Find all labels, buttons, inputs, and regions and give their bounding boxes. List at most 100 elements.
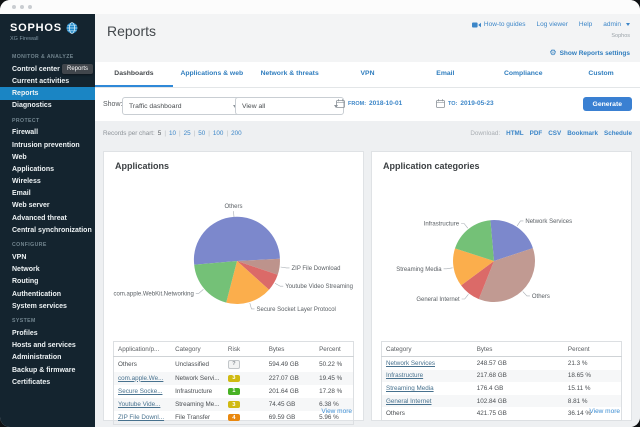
video-camera-icon	[471, 22, 481, 27]
application-link[interactable]: Youtube Vide...	[118, 400, 161, 408]
download-html-link[interactable]: HTML	[506, 130, 524, 137]
application-link[interactable]: com.apple.We...	[118, 374, 164, 382]
view-select[interactable]: View all	[235, 97, 344, 115]
applications-panel: Applications Others ZIP File Download Yout…	[103, 151, 364, 425]
sidebar-item-email[interactable]: Email	[12, 190, 31, 198]
sidebar-item-system-services[interactable]: System services	[12, 302, 67, 310]
calendar-icon	[336, 99, 345, 108]
sidebar-item-web-server[interactable]: Web server	[12, 202, 50, 210]
sidebar-item-reports[interactable]: Reports	[0, 87, 95, 100]
nav-section-configure: CONFIGURE	[12, 242, 47, 249]
sidebar-item-wireless[interactable]: Wireless	[12, 178, 41, 186]
categories-table: Category Bytes Percent Network Services …	[381, 341, 622, 421]
risk-badge: 1	[227, 387, 240, 395]
sidebar-item-authentication[interactable]: Authentication	[12, 290, 61, 298]
category-link[interactable]: Network Services	[386, 359, 435, 367]
table-header-row: Application/p... Category Risk Bytes Per…	[113, 341, 354, 357]
pie-slice-zip-file-download[interactable]	[237, 258, 280, 275]
sidebar-item-certificates[interactable]: Certificates	[12, 378, 51, 386]
sidebar-item-backup-firmware[interactable]: Backup & firmware	[12, 366, 76, 374]
sidebar-item-routing[interactable]: Routing	[12, 278, 39, 286]
show-reports-settings-link[interactable]: ⚙ Show Reports settings	[549, 48, 630, 57]
records-option-5[interactable]: 5	[157, 130, 162, 137]
applications-pie-chart[interactable]: Others ZIP File Download Youtube Video Str…	[104, 171, 363, 339]
to-date-picker[interactable]: TO: 2019-05-23	[436, 99, 494, 108]
table-header-row: Category Bytes Percent	[381, 341, 622, 357]
from-date-picker[interactable]: FROM: 2018-10-01	[336, 99, 402, 108]
nav-section-system: SYSTEM	[12, 318, 36, 325]
pie-slice-others[interactable]	[478, 248, 535, 303]
application-link[interactable]: ZIP File Downl...	[118, 413, 165, 421]
sidebar-item-diagnostics[interactable]: Diagnostics	[12, 102, 52, 110]
window-controls[interactable]	[12, 5, 32, 9]
tab-custom[interactable]: Custom	[588, 70, 614, 77]
pie-label-youtube-video-streaming: Youtube Video Streaming	[285, 284, 353, 290]
pie-slice-network-services[interactable]	[490, 220, 533, 261]
filter-bar: Show: Traffic dashboard View all FROM: 2…	[95, 88, 640, 122]
pie-slice-general-internet[interactable]	[461, 261, 494, 300]
window-control-dot[interactable]	[20, 5, 24, 9]
category-link[interactable]: General Internet	[386, 397, 432, 405]
sidebar-item-applications[interactable]: Applications	[12, 165, 55, 173]
sidebar-item-administration[interactable]: Administration	[12, 354, 62, 362]
sidebar-item-central-synchronization[interactable]: Central synchronization	[12, 226, 92, 234]
sidebar-item-intrusion-prevention[interactable]: Intrusion prevention	[12, 141, 80, 149]
help-link[interactable]: Help	[578, 21, 593, 28]
sidebar-item-hosts-and-services[interactable]: Hosts and services	[12, 342, 76, 350]
sidebar-item-vpn[interactable]: VPN	[12, 254, 27, 262]
pie-slice-streaming-media[interactable]	[453, 248, 494, 286]
records-option-25[interactable]: 25	[183, 130, 191, 137]
tab-compliance[interactable]: Compliance	[503, 70, 543, 77]
download-csv-link[interactable]: CSV	[548, 130, 562, 137]
records-option-50[interactable]: 50	[198, 130, 206, 137]
table-row: Secure Socke... Infrastructure 1 201.64 …	[118, 387, 343, 395]
tab-dashboards[interactable]: Dashboards	[95, 62, 173, 87]
generate-button[interactable]: Generate	[582, 97, 632, 111]
nav-section-monitor: MONITOR & ANALYZE	[12, 54, 74, 60]
howto-guides-link[interactable]: How-to guides	[471, 21, 525, 28]
pie-slice-youtube-video-streaming[interactable]	[237, 261, 278, 290]
application-link[interactable]: Secure Socke...	[118, 387, 163, 395]
download-label: Download:	[470, 130, 501, 137]
sidebar-item-control-center[interactable]: Control center	[12, 65, 60, 73]
categories-pie-chart[interactable]: Network Services Others General Internet St…	[372, 171, 631, 339]
tab-email[interactable]: Email	[436, 70, 455, 77]
view-more-link[interactable]: View more	[589, 408, 620, 415]
to-date-value: 2019-05-23	[460, 100, 494, 107]
records-per-chart-label: Records per chart:	[103, 130, 155, 137]
view-more-link[interactable]: View more	[321, 408, 352, 415]
sidebar-item-current-activities[interactable]: Current activities	[12, 77, 70, 85]
window-control-dot[interactable]	[28, 5, 32, 9]
pie-leader-line	[249, 303, 255, 310]
sidebar-item-profiles[interactable]: Profiles	[12, 329, 38, 337]
pie-slice-secure-socket-layer-protocol[interactable]	[226, 261, 269, 304]
dashboard-select[interactable]: Traffic dashboard	[122, 97, 243, 115]
risk-badge: 4	[227, 414, 240, 422]
records-option-200[interactable]: 200	[231, 130, 242, 137]
records-option-10[interactable]: 10	[168, 130, 176, 137]
pie-slice-others[interactable]	[193, 216, 280, 265]
pie-label-others: Others	[224, 204, 242, 210]
tab-vpn[interactable]: VPN	[360, 70, 375, 77]
tab-applications-web[interactable]: Applications & web	[180, 70, 244, 77]
records-option-100[interactable]: 100	[212, 130, 224, 137]
pie-label-zip-file-download: ZIP File Download	[292, 266, 341, 272]
pie-slice-infrastructure[interactable]	[455, 220, 494, 261]
sidebar-item-firewall[interactable]: Firewall	[12, 129, 39, 137]
download-pdf-link[interactable]: PDF	[529, 130, 543, 137]
tab-network-threats[interactable]: Network & threats	[260, 70, 319, 77]
pie-slice-com-apple-webkit-networking[interactable]	[194, 261, 237, 303]
category-link[interactable]: Infrastructure	[386, 372, 424, 380]
window-control-dot[interactable]	[12, 5, 16, 9]
show-label: Show:	[103, 101, 123, 108]
log-viewer-link[interactable]: Log viewer	[536, 21, 568, 28]
sidebar-item-web[interactable]: Web	[12, 153, 27, 161]
schedule-link[interactable]: Schedule	[604, 130, 632, 137]
sidebar-item-advanced-threat[interactable]: Advanced threat	[12, 214, 67, 222]
applications-panel-title: Applications	[115, 161, 170, 171]
sidebar-item-network[interactable]: Network	[12, 266, 40, 274]
bookmark-link[interactable]: Bookmark	[567, 130, 598, 137]
user-menu[interactable]: admin	[603, 21, 630, 28]
pie-label-secure-socket-layer-protocol: Secure Socket Layer Protocol	[257, 307, 336, 313]
category-link[interactable]: Streaming Media	[386, 384, 434, 392]
